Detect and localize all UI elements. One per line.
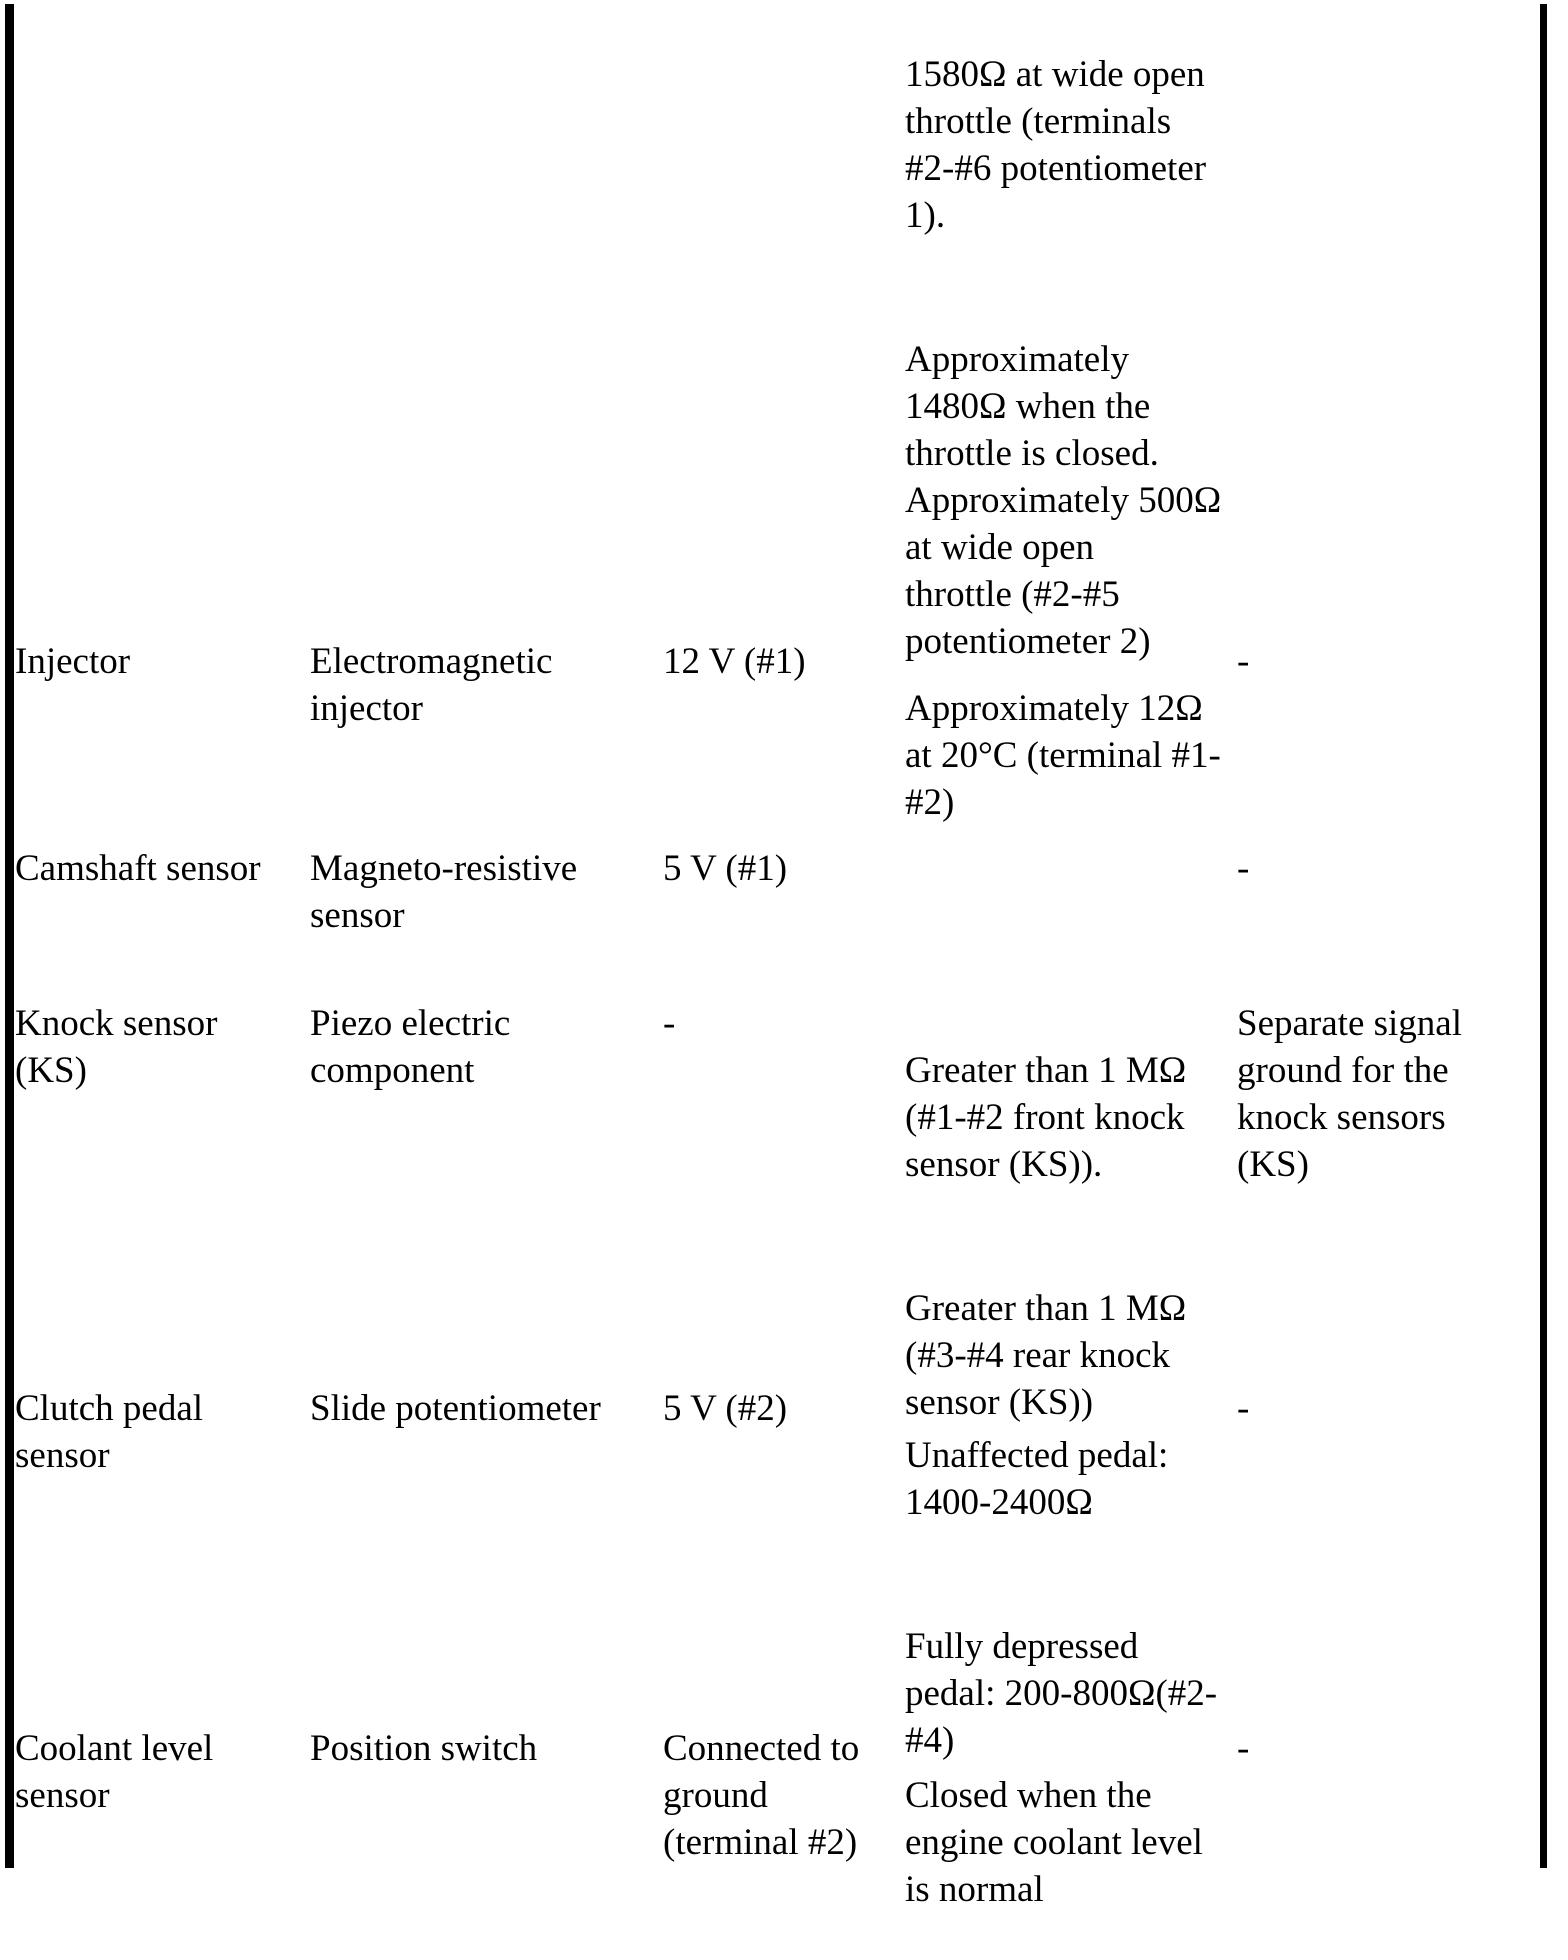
injector-type-cell: Electromagnetic injector [310, 641, 553, 729]
coolant-voltage-cell: Connected to ground (terminal #2) [663, 1728, 860, 1863]
camshaft-criteria-cell [905, 845, 1237, 1000]
continuation-criteria-cell: 1580Ω at wide open throttle (terminals #… [905, 0, 1237, 712]
camshaft-notes-cell: - [1237, 848, 1250, 889]
knock-component-cell: Knock sensor (KS) [15, 1003, 218, 1091]
table-row-injector: Injector Electromagnetic injector 12 V (… [14, 638, 1536, 845]
coolant-notes-cell: - [1237, 1728, 1250, 1769]
criteria-paragraph: Greater than 1 MΩ (#3-#4 rear knock sens… [905, 1288, 1187, 1423]
table-row-coolant-level-sensor: Coolant level sensor Position switch Con… [14, 1725, 1536, 1910]
continuation-notes-cell [1237, 0, 1522, 712]
criteria-paragraph: Approximately 1480Ω when the throttle is… [905, 339, 1222, 662]
clutch-voltage-cell: 5 V (#2) [663, 1388, 788, 1429]
continuation-component-cell [14, 0, 310, 712]
camshaft-component-cell: Camshaft sensor [15, 848, 261, 889]
continuation-voltage-cell [663, 0, 905, 712]
continuation-type-cell [310, 0, 663, 712]
coolant-criteria-cell: Closed when the engine coolant level is … [905, 1725, 1237, 1960]
camshaft-type-cell: Magneto-resistive sensor [310, 848, 578, 936]
clutch-component-cell: Clutch pedal sensor [15, 1388, 204, 1476]
injector-criteria-cell: Approximately 12Ω at 20°C (terminal #1- … [905, 638, 1237, 873]
table-left-border [5, 4, 14, 1868]
table-row-camshaft-sensor: Camshaft sensor Magneto-resistive sensor… [14, 845, 1536, 1000]
knock-type-cell: Piezo electric component [310, 1003, 511, 1091]
criteria-paragraph: 1580Ω at wide open throttle (terminals #… [905, 54, 1207, 236]
criteria-paragraph: Unaffected pedal: 1400-2400Ω [905, 1435, 1169, 1523]
table-right-border [1540, 4, 1547, 1868]
clutch-type-cell: Slide potentiometer [310, 1388, 601, 1429]
criteria-paragraph: Closed when the engine coolant level is … [905, 1775, 1203, 1910]
table-row-knock-sensor: Knock sensor (KS) Piezo electric compone… [14, 1000, 1536, 1423]
criteria-paragraph: Fully depressed pedal: 200-800Ω(#2- #4) [905, 1626, 1218, 1761]
criteria-paragraph: Greater than 1 MΩ (#1-#2 front knock sen… [905, 1050, 1187, 1185]
injector-component-cell: Injector [15, 641, 131, 682]
clutch-notes-cell: - [1237, 1388, 1250, 1429]
knock-voltage-cell: - [663, 1003, 676, 1044]
clutch-criteria-cell: Unaffected pedal: 1400-2400Ω Fully depre… [905, 1385, 1237, 1811]
sensor-specification-table: 1580Ω at wide open throttle (terminals #… [14, 0, 1536, 1910]
injector-notes-cell: - [1237, 641, 1250, 682]
camshaft-voltage-cell: 5 V (#1) [663, 848, 788, 889]
table-row-continuation: 1580Ω at wide open throttle (terminals #… [14, 0, 1536, 662]
knock-criteria-cell: Greater than 1 MΩ (#1-#2 front knock sen… [905, 1000, 1237, 1473]
coolant-type-cell: Position switch [310, 1728, 538, 1769]
knock-notes-cell: Separate signal ground for the knock sen… [1237, 1003, 1462, 1185]
criteria-paragraph: Approximately 12Ω at 20°C (terminal #1- … [905, 688, 1221, 823]
coolant-component-cell: Coolant level sensor [15, 1728, 214, 1816]
table-row-clutch-pedal-sensor: Clutch pedal sensor Slide potentiometer … [14, 1385, 1536, 1761]
injector-voltage-cell: 12 V (#1) [663, 641, 806, 682]
